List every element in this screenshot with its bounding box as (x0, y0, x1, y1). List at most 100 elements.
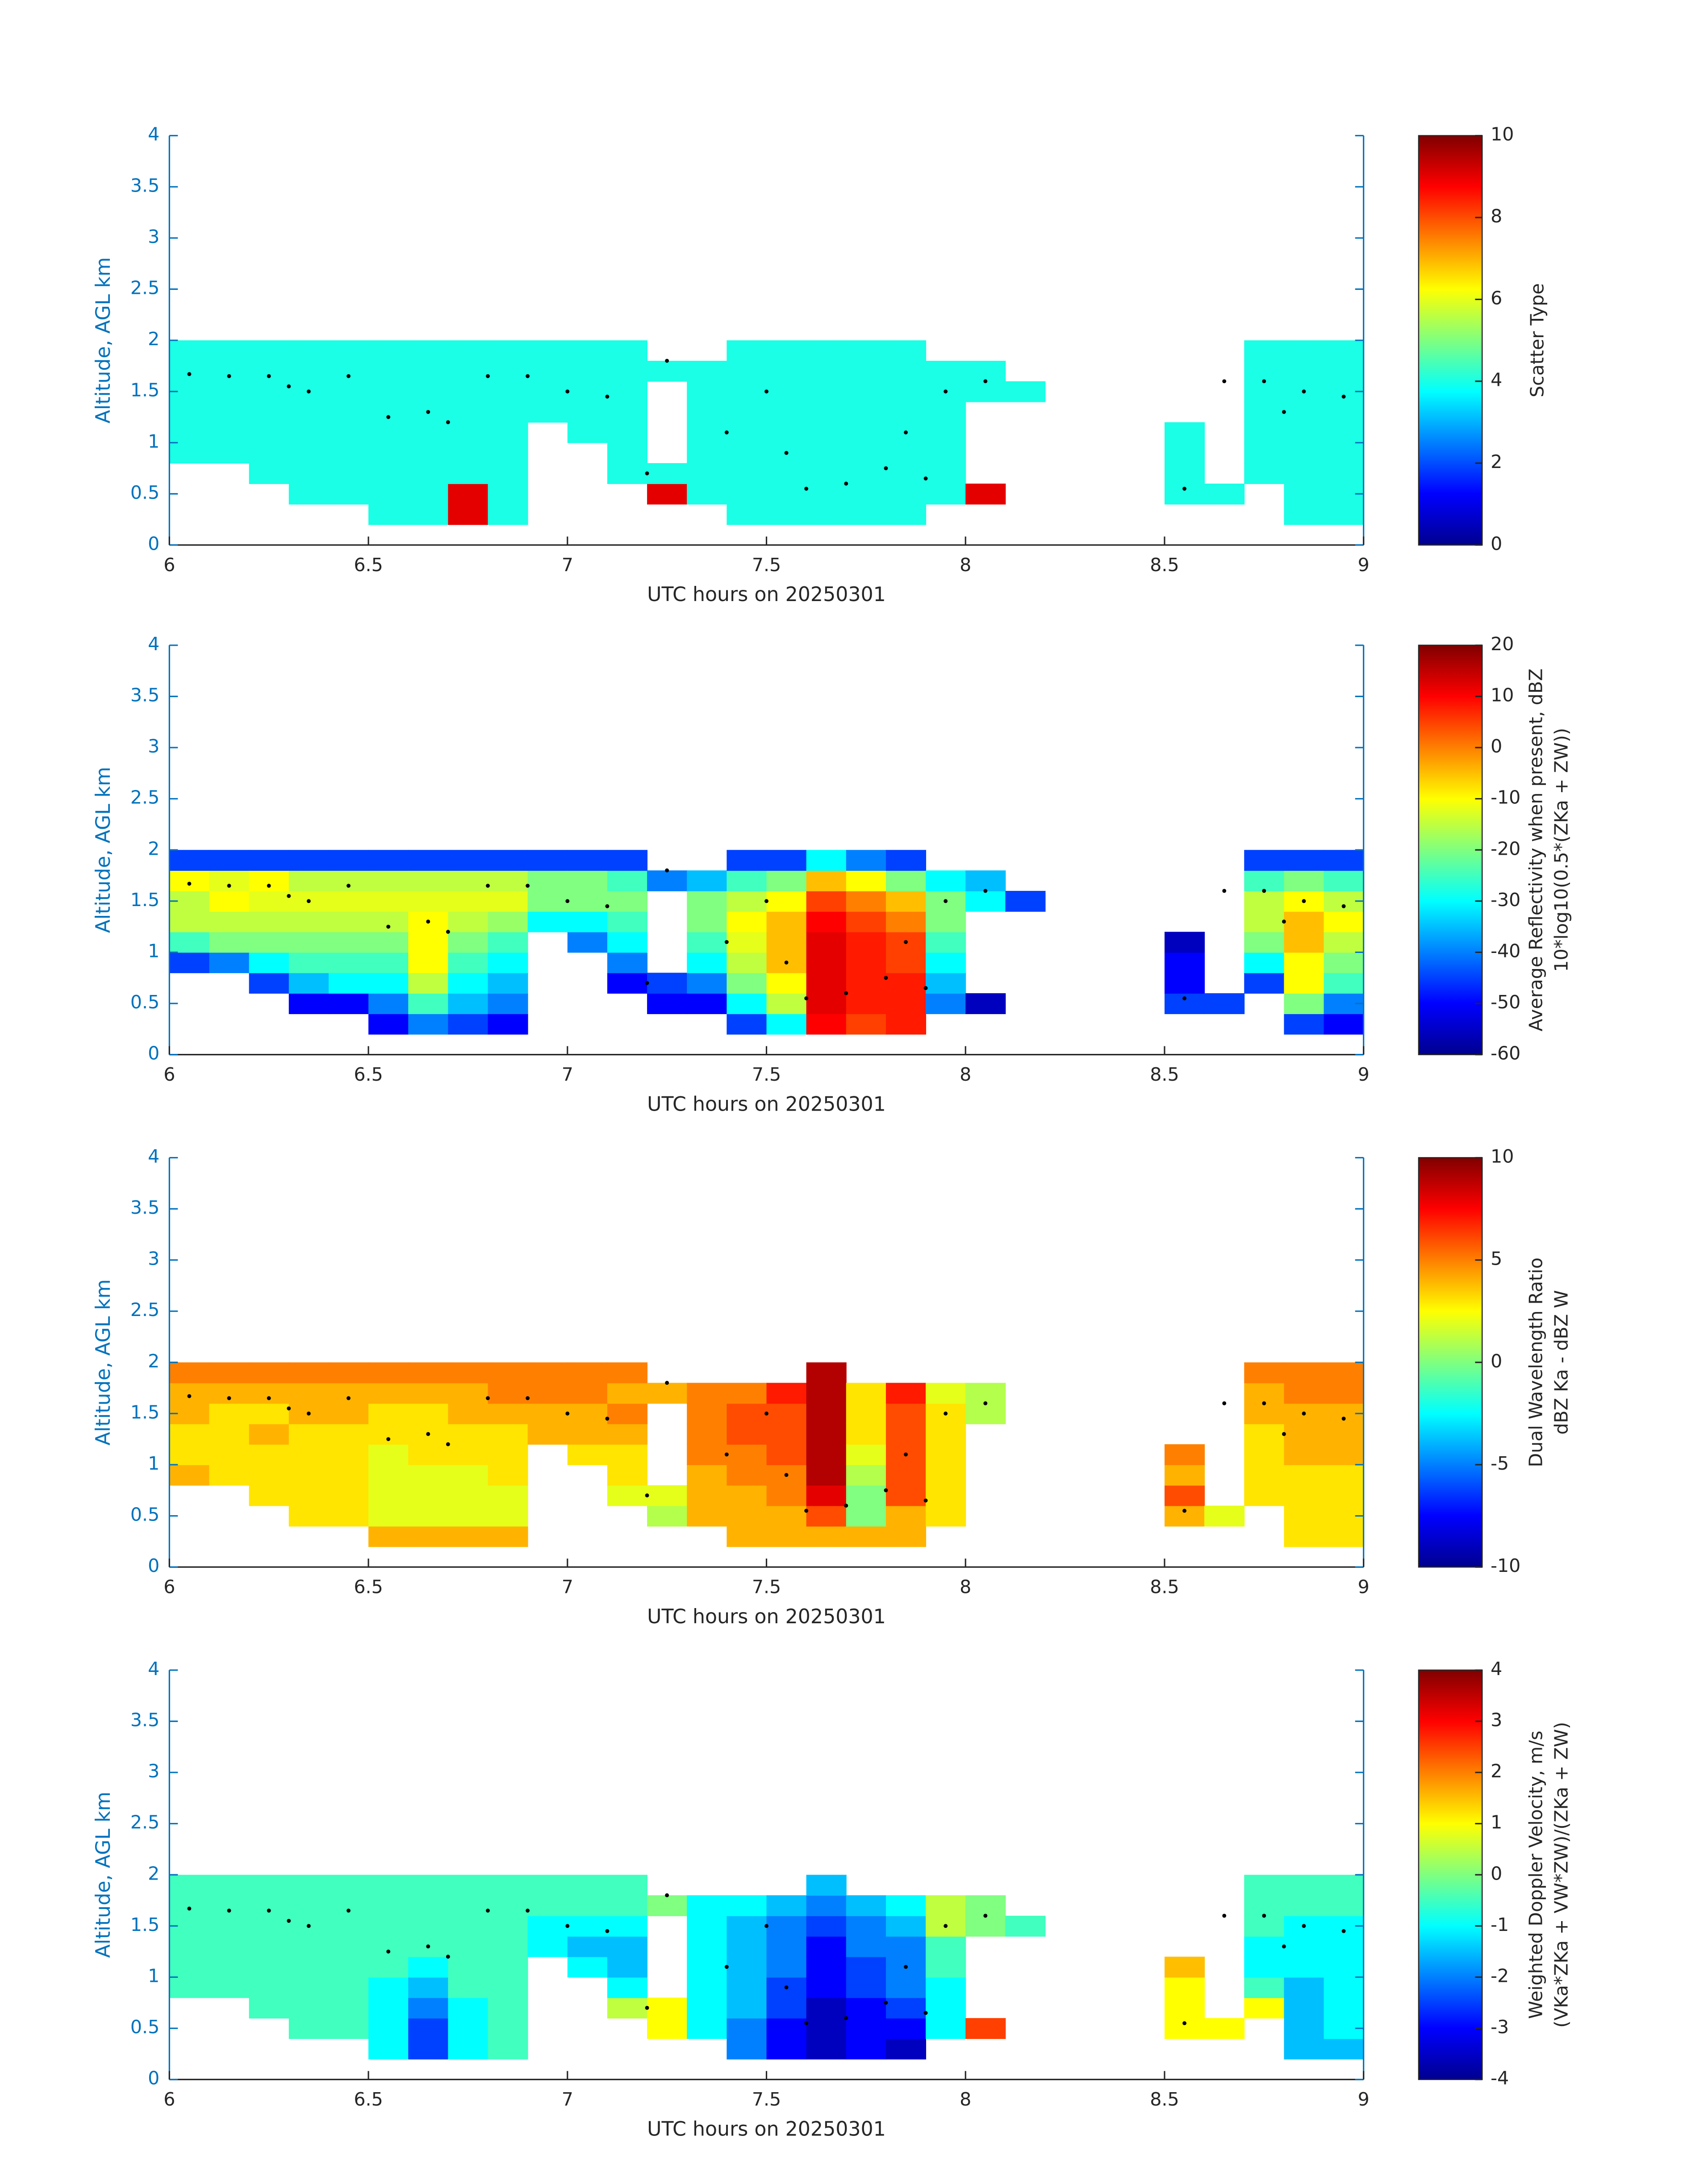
cell (328, 401, 369, 423)
cell (607, 463, 648, 484)
cell (1164, 443, 1205, 464)
cell (1284, 2038, 1324, 2060)
cell (368, 360, 409, 382)
cell (806, 890, 847, 912)
y-tick-label: 4 (148, 1145, 159, 1167)
cell (885, 870, 927, 891)
cell (169, 1936, 210, 1957)
cell (527, 381, 568, 402)
cell (885, 993, 927, 1014)
cell (885, 2018, 927, 2039)
cell (885, 850, 927, 871)
cell (647, 1997, 688, 2019)
cell (488, 2038, 528, 2060)
cell (607, 1403, 648, 1425)
cell (846, 1383, 886, 1404)
cell (926, 1936, 966, 1957)
cell (727, 1383, 767, 1404)
cell (1164, 483, 1205, 505)
cell (328, 1424, 369, 1445)
overlay-point (267, 884, 271, 888)
overlay-point (306, 899, 311, 903)
overlay-point (764, 1924, 768, 1928)
cell (1284, 973, 1324, 994)
cell (846, 1485, 886, 1506)
cell (1244, 1464, 1285, 1486)
cell (687, 1444, 727, 1465)
cell (328, 360, 369, 382)
cell (607, 401, 648, 423)
y-tick-label: 0.5 (130, 482, 159, 503)
cell (1324, 1013, 1364, 1035)
cell (1284, 850, 1324, 871)
cell (368, 1464, 409, 1486)
x-tick-label: 9 (1358, 2089, 1370, 2110)
cell (885, 1997, 927, 2019)
cell (727, 401, 767, 423)
cell (249, 1403, 289, 1425)
overlay-point (1182, 2021, 1186, 2026)
cell (209, 443, 250, 464)
cell (448, 1526, 489, 1547)
cell (448, 973, 489, 994)
cell (1284, 1505, 1324, 1527)
colorbar-tick-label: -50 (1491, 991, 1520, 1013)
cell (288, 1895, 329, 1916)
cell (727, 1997, 767, 2019)
cell (647, 1485, 688, 1506)
overlay-point (565, 389, 570, 394)
cell (249, 422, 289, 443)
overlay-point (983, 889, 988, 893)
cell (766, 850, 807, 871)
cell (368, 973, 409, 994)
cell (806, 463, 847, 484)
colorbar (1418, 1669, 1483, 2080)
cell (488, 1444, 528, 1465)
cell (727, 360, 767, 382)
y-tick-label: 2 (148, 1350, 159, 1372)
cell (846, 850, 886, 871)
cell (1324, 1936, 1364, 1957)
overlay-point (347, 374, 351, 378)
cell (687, 1915, 727, 1937)
cell (647, 973, 688, 994)
cell (488, 1362, 528, 1383)
colorbar-label: Dual Wavelength Ratio (1525, 1258, 1547, 1467)
cell (249, 1875, 289, 1896)
cell (607, 850, 648, 871)
cell (328, 422, 369, 443)
overlay-point (267, 1396, 271, 1400)
cell (567, 360, 608, 382)
overlay-point (187, 882, 192, 886)
y-tick-label: 4 (148, 124, 159, 145)
y-tick-label: 0 (148, 1555, 159, 1576)
cell (846, 1526, 886, 1547)
y-tick-label: 4 (148, 633, 159, 655)
cell (209, 911, 250, 932)
overlay-point (306, 1924, 311, 1928)
cell (647, 483, 688, 505)
cell (408, 360, 449, 382)
cell (1324, 1875, 1364, 1896)
overlay-point (764, 1411, 768, 1416)
cell (368, 1383, 409, 1404)
cell (846, 1895, 886, 1916)
cell (488, 401, 528, 423)
cell (567, 340, 608, 361)
cell (926, 1505, 966, 1527)
cell (408, 2018, 449, 2039)
cell (727, 381, 767, 402)
y-tick-label: 2 (148, 328, 159, 350)
cell (488, 1013, 528, 1035)
cell (846, 2038, 886, 2060)
y-tick-label: 3 (148, 1248, 159, 1270)
overlay-point (1262, 1401, 1266, 1405)
cell (328, 850, 369, 871)
cell (926, 1997, 966, 2019)
cell (368, 1403, 409, 1425)
cell (1284, 911, 1324, 932)
cell (328, 1875, 369, 1896)
overlay-point (426, 1944, 430, 1949)
cell (328, 340, 369, 361)
colorbar-tick-label: 5 (1491, 1248, 1502, 1270)
